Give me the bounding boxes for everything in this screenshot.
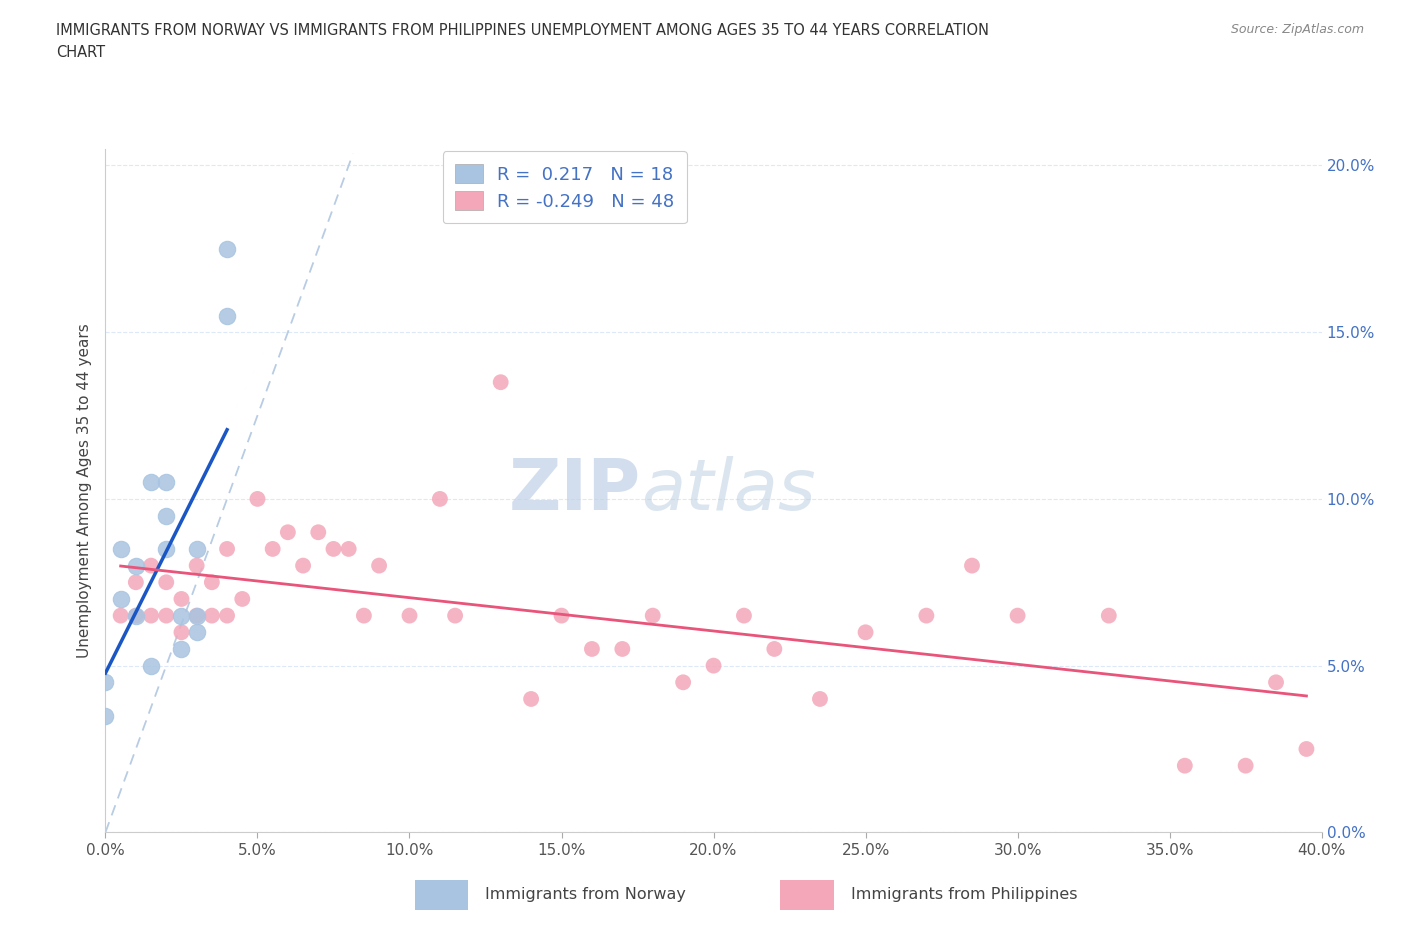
Point: [672, 675, 695, 690]
Point: [444, 608, 467, 623]
Y-axis label: Unemployment Among Ages 35 to 44 years: Unemployment Among Ages 35 to 44 years: [77, 324, 93, 658]
Point: [139, 608, 162, 623]
Point: [186, 625, 208, 640]
Point: [1234, 758, 1257, 773]
Point: [1174, 758, 1197, 773]
Point: [201, 575, 224, 590]
Point: [1295, 741, 1317, 756]
Point: [217, 541, 239, 556]
Text: Immigrants from Norway: Immigrants from Norway: [485, 887, 686, 902]
Point: [808, 692, 831, 707]
Point: [125, 575, 148, 590]
Point: [170, 625, 193, 640]
Point: [110, 608, 132, 623]
Point: [139, 658, 162, 673]
Text: Immigrants from Philippines: Immigrants from Philippines: [851, 887, 1077, 902]
Point: [1007, 608, 1029, 623]
Point: [429, 491, 451, 506]
Point: [217, 308, 239, 323]
Point: [94, 675, 117, 690]
Legend: R =  0.217   N = 18, R = -0.249   N = 48: R = 0.217 N = 18, R = -0.249 N = 48: [443, 151, 686, 223]
Point: [94, 709, 117, 724]
Point: [170, 608, 193, 623]
Text: ZIP: ZIP: [509, 456, 641, 525]
Point: [125, 608, 148, 623]
Point: [125, 558, 148, 573]
Point: [960, 558, 983, 573]
Text: IMMIGRANTS FROM NORWAY VS IMMIGRANTS FROM PHILIPPINES UNEMPLOYMENT AMONG AGES 35: IMMIGRANTS FROM NORWAY VS IMMIGRANTS FRO…: [56, 23, 990, 38]
Point: [155, 475, 177, 490]
Point: [139, 475, 162, 490]
Point: [855, 625, 877, 640]
Point: [201, 608, 224, 623]
Text: atlas: atlas: [641, 456, 815, 525]
Point: [155, 608, 177, 623]
Point: [581, 642, 603, 657]
Point: [733, 608, 755, 623]
Point: [155, 575, 177, 590]
Point: [307, 525, 329, 539]
Point: [186, 608, 208, 623]
Point: [292, 558, 315, 573]
Point: [186, 608, 208, 623]
Point: [155, 541, 177, 556]
Point: [110, 541, 132, 556]
Point: [139, 558, 162, 573]
Point: [322, 541, 344, 556]
Point: [170, 642, 193, 657]
Point: [763, 642, 786, 657]
Point: [231, 591, 253, 606]
Text: CHART: CHART: [56, 45, 105, 60]
Point: [915, 608, 938, 623]
Point: [702, 658, 725, 673]
Point: [353, 608, 375, 623]
Point: [246, 491, 269, 506]
Point: [520, 692, 543, 707]
Point: [550, 608, 572, 623]
Point: [612, 642, 634, 657]
Point: [125, 608, 148, 623]
Point: [262, 541, 284, 556]
Point: [277, 525, 299, 539]
Point: [155, 508, 177, 523]
Point: [170, 591, 193, 606]
Point: [641, 608, 664, 623]
Point: [217, 242, 239, 257]
Point: [368, 558, 391, 573]
Point: [337, 541, 360, 556]
Point: [186, 541, 208, 556]
Point: [1098, 608, 1121, 623]
Point: [489, 375, 512, 390]
Point: [398, 608, 420, 623]
Point: [217, 608, 239, 623]
Point: [110, 591, 132, 606]
Text: Source: ZipAtlas.com: Source: ZipAtlas.com: [1230, 23, 1364, 36]
Point: [1265, 675, 1288, 690]
Point: [186, 558, 208, 573]
